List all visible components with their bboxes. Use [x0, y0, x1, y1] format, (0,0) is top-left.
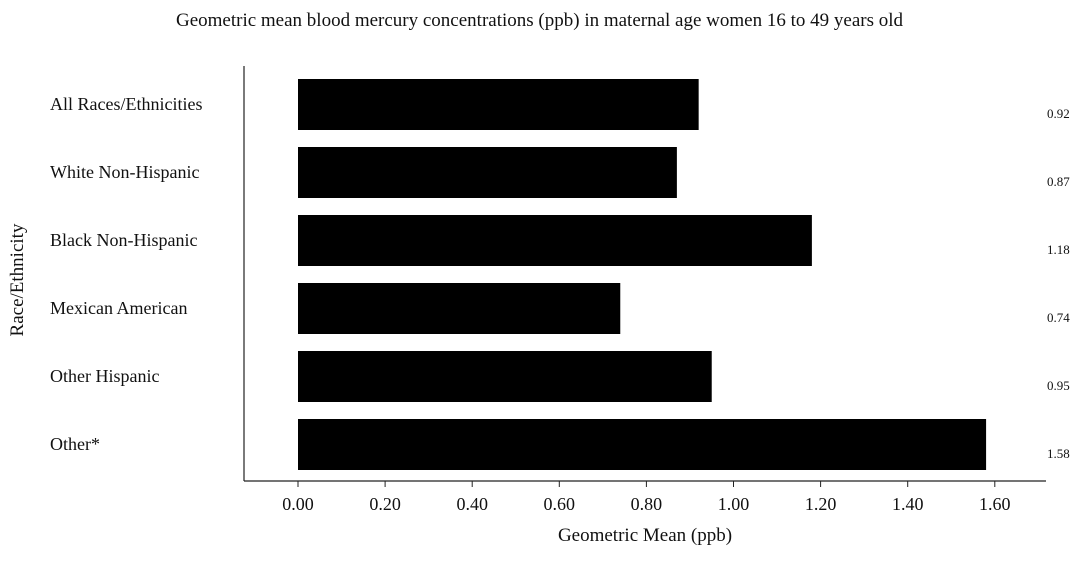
- category-label: Mexican American: [50, 298, 187, 318]
- chart-title: Geometric mean blood mercury concentrati…: [175, 10, 904, 31]
- x-tick-label: 0.40: [456, 494, 488, 514]
- x-tick-label: 1.20: [805, 494, 837, 514]
- x-tick-label: 0.00: [282, 494, 314, 514]
- x-tick-label: 0.60: [544, 494, 576, 514]
- category-label: Black Non-Hispanic: [50, 230, 197, 250]
- data-label: 1.58: [1047, 446, 1070, 461]
- bar: [298, 283, 621, 334]
- data-label: 0.74: [1047, 310, 1070, 325]
- x-tick-label: 0.80: [631, 494, 663, 514]
- bar: [298, 351, 712, 402]
- data-label: 0.92: [1047, 106, 1070, 121]
- x-tick-label: 0.20: [369, 494, 401, 514]
- bar: [298, 79, 699, 130]
- x-tick-label: 1.40: [892, 494, 924, 514]
- x-tick-label: 1.00: [718, 494, 750, 514]
- bar: [298, 215, 812, 266]
- category-label: White Non-Hispanic: [50, 162, 199, 182]
- x-tick-label: 1.60: [979, 494, 1011, 514]
- bar: [298, 419, 987, 470]
- category-label: Other Hispanic: [50, 366, 159, 386]
- data-label: 0.87: [1047, 174, 1070, 189]
- category-label: Other*: [50, 434, 100, 454]
- bar: [298, 147, 677, 198]
- category-label: All Races/Ethnicities: [50, 94, 202, 114]
- x-axis-label: Geometric Mean (ppb): [557, 525, 733, 546]
- data-label: 0.95: [1047, 378, 1070, 393]
- data-label: 1.18: [1047, 242, 1070, 257]
